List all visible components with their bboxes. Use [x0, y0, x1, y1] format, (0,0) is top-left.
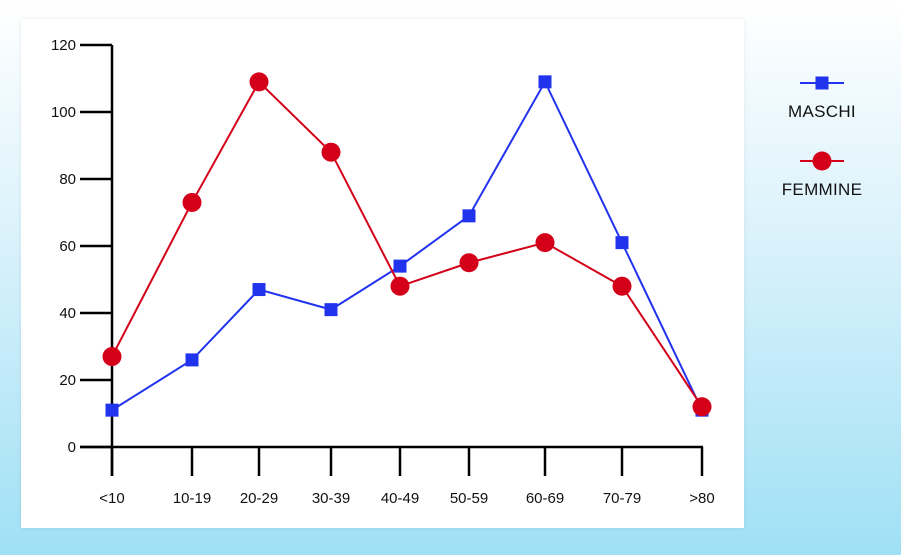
- x-tick-label: 60-69: [526, 490, 564, 507]
- x-tick-label: 50-59: [450, 490, 488, 507]
- data-point-femmine: [321, 142, 341, 162]
- y-tick-label: 60: [59, 238, 76, 255]
- data-point-femmine: [102, 347, 122, 367]
- x-tick-label: 40-49: [381, 490, 419, 507]
- series-line-femmine: [111, 80, 703, 408]
- legend-marker-maschi: [815, 76, 829, 90]
- chart-series-layer: [102, 72, 712, 417]
- series-line-maschi: [111, 79, 703, 411]
- data-point-maschi: [393, 259, 407, 273]
- data-point-maschi: [462, 209, 476, 223]
- legend-label-maschi: MASCHI: [788, 102, 856, 121]
- data-point-femmine: [535, 233, 555, 253]
- y-tick-label: 0: [68, 439, 76, 456]
- data-point-maschi: [252, 283, 266, 297]
- y-tick-label: 40: [59, 305, 76, 322]
- chart-axes: 0 20 40 60 80 100 120 <10 10-19 20-29 30-39 40-49 50…: [51, 37, 715, 507]
- x-tick-label: 30-39: [312, 490, 350, 507]
- data-point-maschi: [105, 403, 119, 417]
- data-point-femmine: [692, 397, 712, 417]
- legend-marker-femmine: [812, 151, 832, 171]
- y-tick-label: 80: [59, 171, 76, 188]
- y-tick-label: 20: [59, 372, 76, 389]
- data-point-femmine: [612, 276, 632, 296]
- y-tick-label: 100: [51, 104, 76, 121]
- x-tick-label: 10-19: [173, 490, 211, 507]
- chart-legend: MASCHI FEMMINE: [782, 76, 862, 199]
- data-point-maschi: [615, 236, 629, 250]
- data-point-femmine: [182, 192, 202, 212]
- data-point-maschi: [324, 303, 338, 317]
- data-point-maschi: [538, 75, 552, 89]
- x-tick-label: <10: [99, 490, 124, 507]
- x-tick-label: 20-29: [240, 490, 278, 507]
- data-point-femmine: [459, 253, 479, 273]
- x-tick-label: 70-79: [603, 490, 641, 507]
- chart-panel: [21, 19, 744, 528]
- data-point-femmine: [249, 72, 269, 92]
- legend-label-femmine: FEMMINE: [782, 180, 862, 199]
- data-point-maschi: [185, 353, 199, 367]
- data-point-femmine: [390, 276, 410, 296]
- y-tick-label: 120: [51, 37, 76, 54]
- x-tick-label: >80: [689, 490, 714, 507]
